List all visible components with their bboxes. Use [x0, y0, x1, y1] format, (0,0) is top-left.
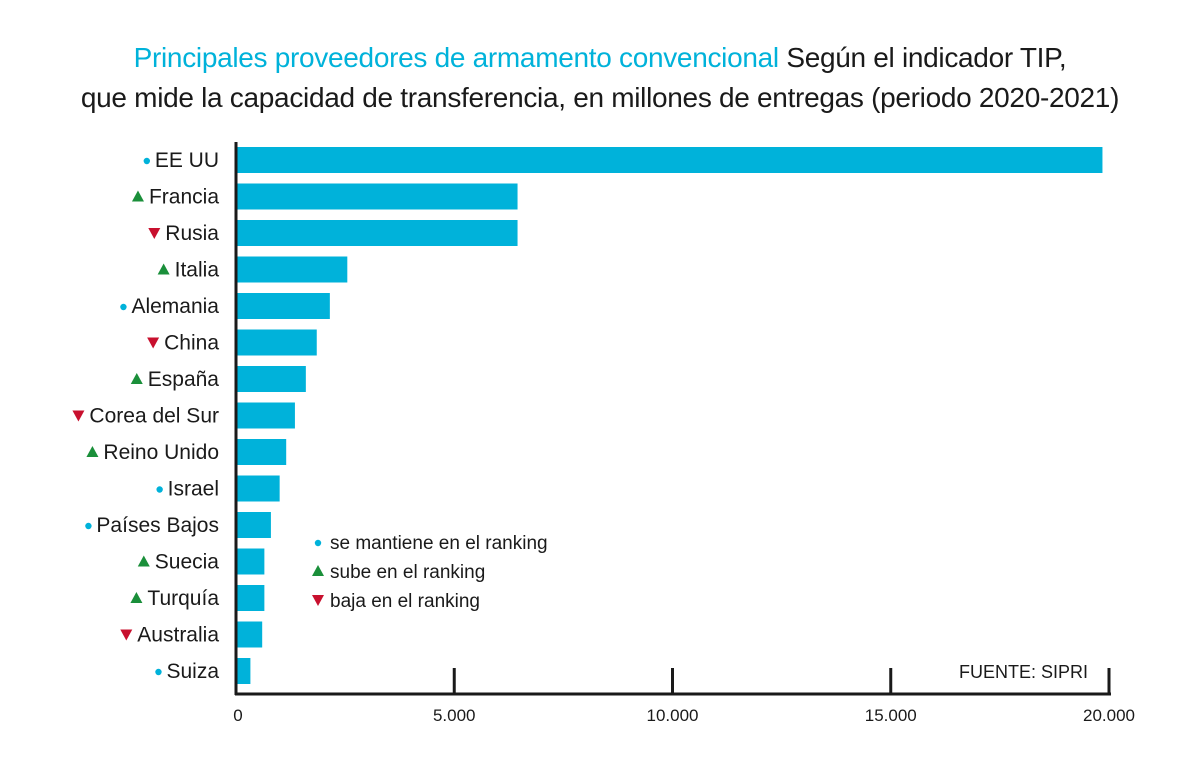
- bar: [237, 475, 280, 502]
- chart-subtitle-2: que mide la capacidad de transferencia, …: [80, 82, 1120, 113]
- legend-label: sube en el ranking: [330, 562, 485, 583]
- category-label: Países Bajos: [96, 514, 219, 537]
- chart-subtitle-1: Según el indicador TIP,: [786, 42, 1067, 73]
- bar: [237, 658, 251, 684]
- x-tick-label: 10.000: [647, 706, 699, 725]
- category-label: Francia: [149, 186, 219, 209]
- triangle-down-icon: [148, 228, 161, 239]
- bar: [237, 256, 348, 283]
- category-label: España: [148, 368, 220, 391]
- axes-group: 0 5.000 10.000 15.000 20.000: [233, 142, 1135, 725]
- triangle-down-icon: [147, 337, 160, 349]
- x-tick-label: 5.000: [433, 706, 476, 725]
- bar: [237, 366, 306, 392]
- triangle-down-icon: [312, 595, 324, 606]
- dot-icon: [314, 539, 322, 547]
- dot-icon: [85, 522, 92, 530]
- dot-icon: [143, 157, 151, 165]
- category-label: Italia: [175, 259, 220, 282]
- triangle-up-icon: [157, 263, 170, 275]
- x-tick-label: 0: [233, 706, 242, 725]
- bar: [237, 147, 1103, 173]
- category-label: China: [164, 332, 219, 355]
- title-line-1: Principales proveedores de armamento con…: [0, 38, 1200, 78]
- bar: [237, 512, 271, 538]
- category-label: Turquía: [147, 587, 219, 610]
- triangle-down-icon: [120, 629, 133, 641]
- bar: [237, 329, 317, 356]
- bar: [237, 585, 265, 611]
- legend-label: baja en el ranking: [330, 591, 480, 612]
- x-tick-label: 20.000: [1083, 706, 1135, 725]
- category-label: Suiza: [166, 660, 219, 683]
- category-label: Israel: [168, 478, 219, 501]
- bar: [237, 220, 518, 246]
- bar: [237, 548, 265, 575]
- dot-icon: [155, 668, 162, 676]
- bar: [237, 439, 287, 465]
- chart-title: Principales proveedores de armamento con…: [133, 42, 780, 73]
- triangle-up-icon: [130, 592, 143, 603]
- category-label: Reino Unido: [103, 441, 219, 464]
- bars-group: [237, 147, 1103, 684]
- category-label: Alemania: [131, 295, 219, 318]
- legend-label: se mantiene en el ranking: [330, 533, 548, 554]
- bar: [237, 183, 518, 210]
- bar: [237, 293, 330, 319]
- legend: se mantiene en el ranking sube en el rank…: [312, 533, 548, 612]
- bar: [237, 402, 295, 429]
- triangle-up-icon: [137, 555, 150, 567]
- category-label: Corea del Sur: [89, 405, 219, 428]
- dot-icon: [120, 303, 127, 311]
- category-label: EE UU: [155, 149, 219, 172]
- dot-icon: [156, 486, 163, 493]
- category-label: Rusia: [165, 222, 219, 245]
- x-tick-label: 15.000: [865, 706, 917, 725]
- triangle-up-icon: [312, 565, 324, 576]
- bar: [237, 621, 263, 648]
- triangle-up-icon: [86, 446, 99, 457]
- triangle-up-icon: [130, 373, 143, 384]
- category-label: Suecia: [155, 551, 220, 574]
- category-label: Australia: [137, 624, 219, 647]
- category-labels: EE UU Francia Rusia Italia Alemania China Espa…: [72, 149, 219, 683]
- chart-header: Principales proveedores de armamento con…: [0, 38, 1200, 118]
- triangle-up-icon: [131, 190, 144, 202]
- source-note: FUENTE: SIPRI: [959, 662, 1088, 682]
- triangle-down-icon: [72, 410, 85, 422]
